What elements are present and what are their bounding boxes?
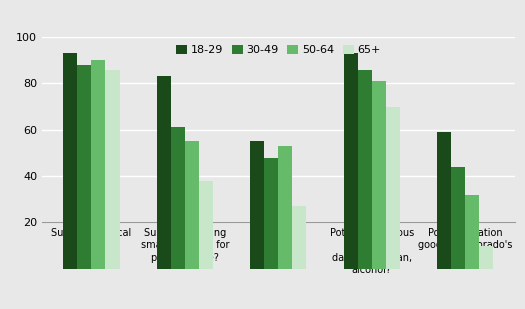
Bar bbox=[264, 158, 278, 269]
Bar bbox=[157, 76, 171, 269]
Bar bbox=[91, 60, 106, 269]
Bar bbox=[185, 141, 199, 269]
Bar bbox=[344, 53, 358, 269]
Bar bbox=[437, 132, 451, 269]
Bar bbox=[106, 70, 120, 269]
Bar bbox=[64, 53, 78, 269]
Bar bbox=[358, 70, 372, 269]
Bar bbox=[479, 246, 493, 269]
Bar bbox=[292, 206, 306, 269]
Bar bbox=[199, 181, 213, 269]
Legend: 18-29, 30-49, 50-64, 65+: 18-29, 30-49, 50-64, 65+ bbox=[174, 43, 383, 57]
Bar bbox=[386, 107, 400, 269]
Bar bbox=[171, 127, 185, 269]
Bar bbox=[278, 146, 292, 269]
Bar bbox=[372, 81, 386, 269]
Bar bbox=[78, 65, 91, 269]
Bar bbox=[451, 167, 465, 269]
Bar bbox=[465, 195, 479, 269]
Bar bbox=[250, 141, 264, 269]
